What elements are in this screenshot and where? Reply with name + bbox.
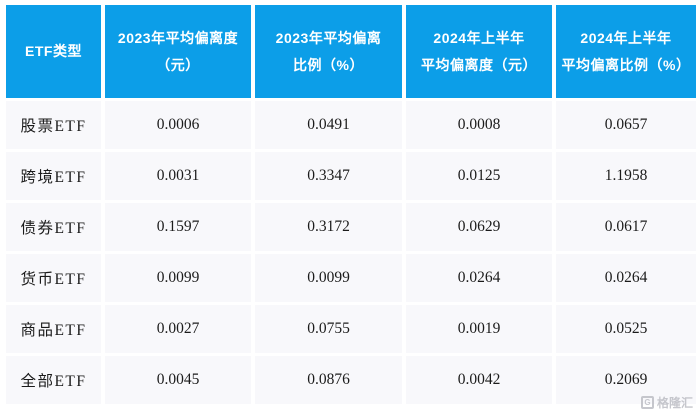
- table-cell: 0.0491: [255, 101, 402, 149]
- row-label: 商品ETF: [6, 305, 101, 353]
- column-header-2024h1-deviation: 2024年上半年 平均偏离度（元）: [406, 5, 552, 98]
- row-label: 货币ETF: [6, 254, 101, 302]
- table-cell: 0.0045: [105, 356, 251, 404]
- column-header-2024h1-deviation-ratio: 2024年上半年 平均偏离比例（%）: [556, 5, 696, 98]
- row-label: 跨境ETF: [6, 152, 101, 200]
- row-label: 债券ETF: [6, 203, 101, 251]
- table-cell: 0.1597: [105, 203, 251, 251]
- column-header-2023-deviation-ratio: 2023年平均偏离 比例（%）: [255, 5, 402, 98]
- gelonghui-logo-icon: G: [640, 396, 654, 409]
- table-cell: 0.0876: [255, 356, 402, 404]
- column-header-etf-type: ETF类型: [6, 5, 101, 98]
- table-cell: 0.3172: [255, 203, 402, 251]
- table-cell: 0.0019: [406, 305, 552, 353]
- table-cell: 0.0264: [556, 254, 696, 302]
- table-cell: 0.0008: [406, 101, 552, 149]
- table-cell: 0.0006: [105, 101, 251, 149]
- table-cell: 0.3347: [255, 152, 402, 200]
- table-cell: 0.0027: [105, 305, 251, 353]
- column-header-2023-deviation: 2023年平均偏离度 （元）: [105, 5, 251, 98]
- table-cell: 0.0264: [406, 254, 552, 302]
- table-cell: 0.0617: [556, 203, 696, 251]
- table-cell: 0.0657: [556, 101, 696, 149]
- row-label: 全部ETF: [6, 356, 101, 404]
- table-cell: 0.0031: [105, 152, 251, 200]
- table-cell: 0.0099: [255, 254, 402, 302]
- table-cell: 0.2069: [556, 356, 696, 404]
- table-cell: 1.1958: [556, 152, 696, 200]
- row-label: 股票ETF: [6, 101, 101, 149]
- watermark-text: 格隆汇: [656, 396, 693, 410]
- table-cell: 0.0755: [255, 305, 402, 353]
- table-cell: 0.0629: [406, 203, 552, 251]
- table-cell: 0.0125: [406, 152, 552, 200]
- table-cell: 0.0525: [556, 305, 696, 353]
- watermark: G 格隆汇: [640, 394, 693, 411]
- table-cell: 0.0042: [406, 356, 552, 404]
- table-cell: 0.0099: [105, 254, 251, 302]
